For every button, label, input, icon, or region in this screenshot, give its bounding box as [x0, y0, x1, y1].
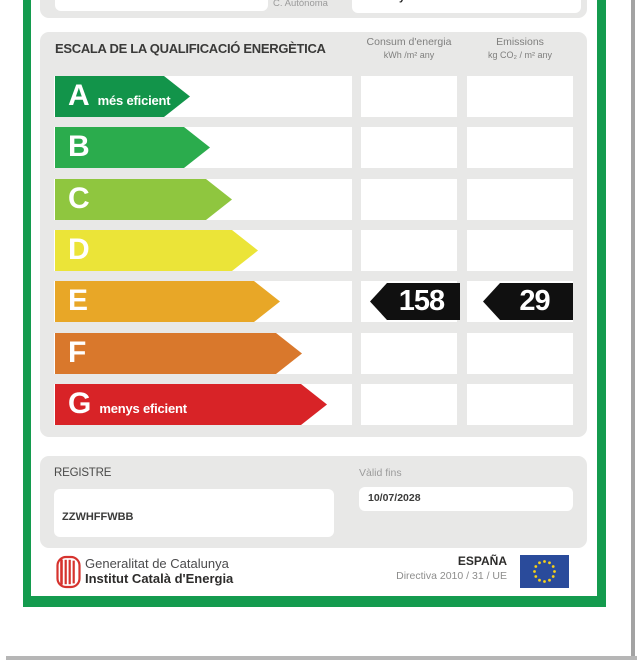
frame-right-bar [597, 0, 606, 607]
consum-header-units: kWh /m² any [383, 50, 435, 60]
scale-section: ESCALA DE LA QUALIFICACIÓ ENERGÈTICA Con… [40, 32, 587, 437]
directive-label: Directiva 2010 / 31 / UE [396, 570, 507, 582]
consum-header-line1: Consum d'energia [366, 36, 452, 48]
emissions-value: 29 [519, 285, 550, 317]
registre-section: REGISTRE ZZWHFFWBB Vàlid fins 10/07/2028 [40, 456, 587, 548]
rating-arrow-c: C [55, 179, 232, 220]
emissions-cell-g [467, 384, 573, 425]
rating-letter: D [68, 233, 90, 266]
valid-until-value: 10/07/2028 [368, 492, 421, 504]
valid-until-box: 10/07/2028 [359, 487, 573, 511]
rating-arrow-f: F [55, 333, 302, 374]
header-form-row: C. Autònoma y [40, 0, 587, 18]
consum-cell-c [361, 179, 457, 220]
rating-letter: A [68, 79, 90, 112]
page-edge-right [631, 0, 635, 657]
emissions-cell-c [467, 179, 573, 220]
country-label: ESPAÑA [457, 554, 507, 568]
rating-note: menys eficient [99, 401, 187, 416]
registre-label: REGISTRE [54, 467, 112, 479]
issuer-line2: Institut Català d'Energia [85, 570, 234, 586]
consum-cell-f [361, 333, 457, 374]
consum-cell-g [361, 384, 457, 425]
rating-arrow-e: E [55, 281, 280, 322]
frame-bottom-bar [23, 596, 606, 607]
page-edge-bottom [6, 656, 637, 660]
form-field-autonoma: y [352, 0, 581, 13]
rating-arrow-b: B [55, 127, 210, 168]
emissions-header-units: kg CO₂ / m² any [487, 50, 552, 60]
issuer-block: Generalitat de Catalunya Institut Català… [85, 556, 234, 586]
emissions-cell-b [467, 127, 573, 168]
rating-note: més eficient [97, 93, 171, 108]
rating-letter: C [68, 182, 90, 215]
issuer-line1: Generalitat de Catalunya [85, 556, 229, 571]
registre-value-box: ZZWHFFWBB [54, 489, 334, 537]
valid-until-label: Vàlid fins [359, 467, 402, 479]
emissions-value-tag: 29 [483, 283, 573, 320]
consum-value-tag: 158 [370, 283, 460, 320]
rating-arrow-d: D [55, 230, 258, 271]
emissions-cell-a [467, 76, 573, 117]
rating-letter: F [68, 336, 87, 369]
eu-flag-icon [520, 555, 569, 588]
rating-letter: E [68, 284, 89, 317]
emissions-header-line1: Emissions [496, 36, 544, 48]
form-field-label: C. Autònoma [273, 0, 328, 9]
emissions-cell-f [467, 333, 573, 374]
rating-letter: B [68, 130, 90, 163]
country-block: ESPAÑA Directiva 2010 / 31 / UE [340, 554, 507, 583]
consum-value: 158 [398, 285, 445, 317]
form-field-left [55, 0, 268, 11]
generalitat-logo-icon [56, 555, 81, 589]
registre-value: ZZWHFFWBB [62, 511, 134, 523]
consum-cell-d [361, 230, 457, 271]
form-field-value-fragment: y [399, 0, 405, 3]
scale-title: ESCALA DE LA QUALIFICACIÓ ENERGÈTICA [55, 41, 326, 56]
consum-cell-b [361, 127, 457, 168]
rating-letter: G [68, 387, 92, 420]
consum-column-header: Consum d'energia kWh /m² any [354, 36, 464, 61]
frame-left-bar [23, 0, 31, 607]
emissions-cell-d [467, 230, 573, 271]
consum-cell-a [361, 76, 457, 117]
emissions-column-header: Emissions kg CO₂ / m² any [465, 36, 575, 61]
